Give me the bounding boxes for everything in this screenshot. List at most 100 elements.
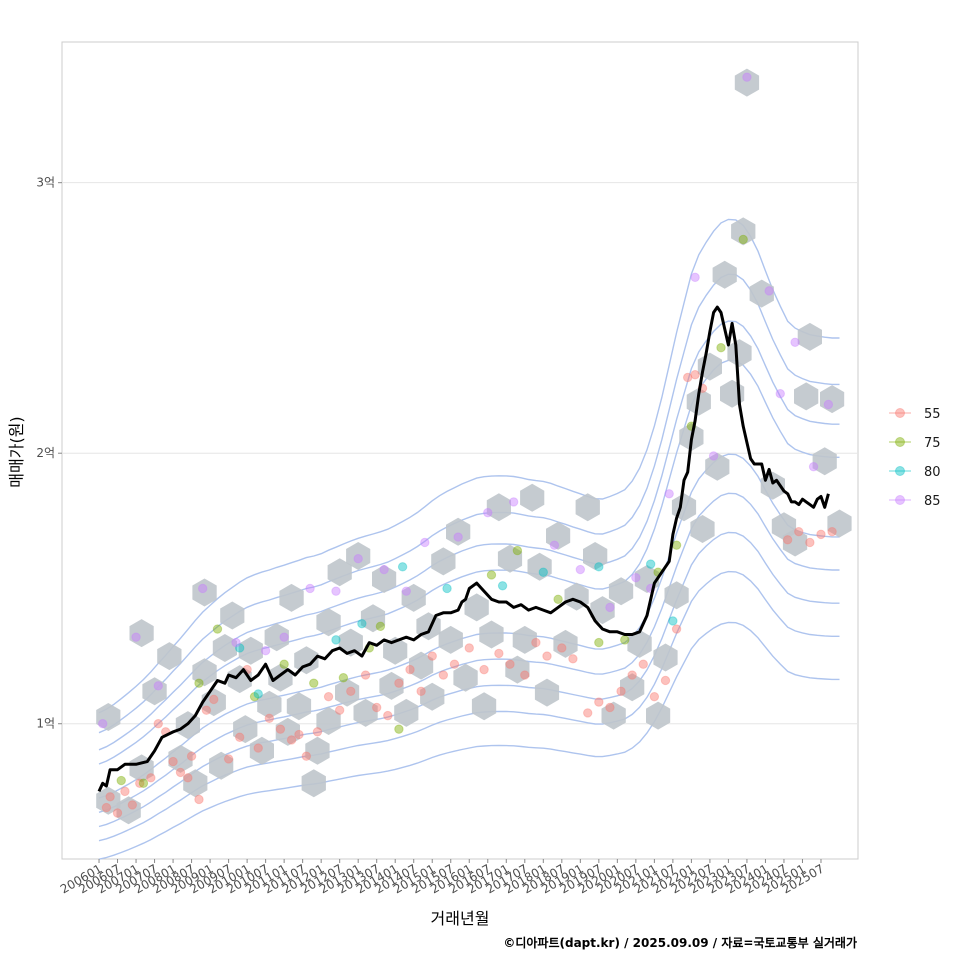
data-point-55 <box>520 670 530 680</box>
data-point-85 <box>823 399 834 410</box>
data-point-55 <box>394 678 404 688</box>
data-point-55 <box>194 794 204 805</box>
hex-bin <box>183 769 208 798</box>
hex-bin <box>690 515 715 543</box>
data-point-80 <box>497 581 508 591</box>
y-axis-title: 매매가(원) <box>7 416 26 487</box>
hex-bin <box>497 544 523 573</box>
hex-bin <box>553 629 578 658</box>
legend-label: 85 <box>924 494 941 509</box>
data-point-85 <box>790 337 800 347</box>
data-point-80 <box>235 643 245 653</box>
data-point-55 <box>616 686 626 696</box>
data-point-55 <box>235 732 245 742</box>
data-point-55 <box>627 670 637 680</box>
data-point-55 <box>146 773 156 783</box>
hex-bin <box>620 673 645 702</box>
data-point-55 <box>175 767 186 778</box>
hex-bin <box>192 578 217 607</box>
data-point-55 <box>360 670 371 680</box>
hex-bin <box>305 736 330 765</box>
hex-bin <box>420 682 445 711</box>
hex-bin <box>157 642 182 671</box>
hex-bin <box>512 625 537 654</box>
hex-bin <box>627 629 652 658</box>
data-point-55 <box>105 792 115 802</box>
data-point-55 <box>794 526 804 537</box>
hex-bin <box>453 663 478 692</box>
data-point-55 <box>594 697 604 707</box>
hex-bin <box>233 715 258 744</box>
data-point-55 <box>557 643 567 653</box>
hex-bin <box>534 678 560 707</box>
data-point-85 <box>98 719 108 729</box>
data-point-85 <box>279 632 289 642</box>
data-point-75 <box>116 775 126 786</box>
data-point-55 <box>605 702 615 713</box>
data-point-55 <box>782 535 793 545</box>
data-point-55 <box>438 670 449 680</box>
data-point-55 <box>690 370 700 380</box>
data-point-55 <box>312 727 323 737</box>
x-axis-title: 거래년월 <box>431 909 490 928</box>
hex-bin <box>827 509 852 538</box>
hex-bin <box>238 636 263 665</box>
hex-bin <box>601 701 626 730</box>
hex-bin <box>575 493 600 522</box>
data-point-80 <box>331 635 341 645</box>
data-point-75 <box>249 691 260 702</box>
hex-bin <box>712 260 737 289</box>
data-point-55 <box>671 624 682 634</box>
hex-bin <box>608 577 634 606</box>
data-point-85 <box>483 508 493 518</box>
hex-bin <box>409 651 434 680</box>
data-point-85 <box>231 637 241 648</box>
data-point-75 <box>486 570 497 580</box>
hex-bin <box>583 542 608 570</box>
hex-bin <box>471 692 497 721</box>
data-point-55 <box>383 710 393 721</box>
hex-bin <box>731 217 756 246</box>
data-point-55 <box>494 648 504 659</box>
data-point-75 <box>553 594 563 604</box>
hex-bin <box>379 671 404 700</box>
data-point-85 <box>575 564 586 575</box>
density-contour <box>98 621 840 860</box>
data-point-85 <box>331 586 341 596</box>
hex-bin <box>653 643 678 672</box>
data-point-55 <box>568 654 578 664</box>
data-point-55 <box>660 675 671 686</box>
data-point-85 <box>260 645 271 656</box>
data-point-80 <box>397 562 408 572</box>
hex-bin <box>327 558 352 587</box>
data-point-85 <box>353 554 363 564</box>
hex-bin <box>446 517 471 546</box>
hex-bin <box>820 385 845 414</box>
data-point-85 <box>775 388 785 399</box>
data-point-55 <box>805 537 815 548</box>
data-point-55 <box>531 637 541 648</box>
hex-bin <box>749 279 774 308</box>
data-point-55 <box>583 708 593 718</box>
hex-bin <box>212 634 237 662</box>
hex-bin <box>520 483 545 512</box>
hex-bin <box>431 547 456 576</box>
x-tick-layer: 2006012006072007012007072008012008072009… <box>58 859 826 897</box>
hex-bin <box>257 690 282 719</box>
hex-bin <box>279 583 304 612</box>
hex-bin <box>353 698 378 727</box>
data-point-75 <box>620 635 630 645</box>
trend-line <box>97 305 830 793</box>
y-tick-layer: 1억 2억 3억 <box>36 176 62 731</box>
data-point-85 <box>742 72 752 82</box>
trend-layer <box>97 305 830 793</box>
data-point-85 <box>664 489 674 499</box>
hex-bin <box>372 565 397 593</box>
hex-bin <box>346 542 371 570</box>
data-point-80 <box>538 567 549 577</box>
y-tick-label: 3억 <box>36 176 55 190</box>
hex-bin <box>249 736 274 765</box>
data-point-85 <box>379 564 389 575</box>
data-point-55 <box>183 773 193 783</box>
